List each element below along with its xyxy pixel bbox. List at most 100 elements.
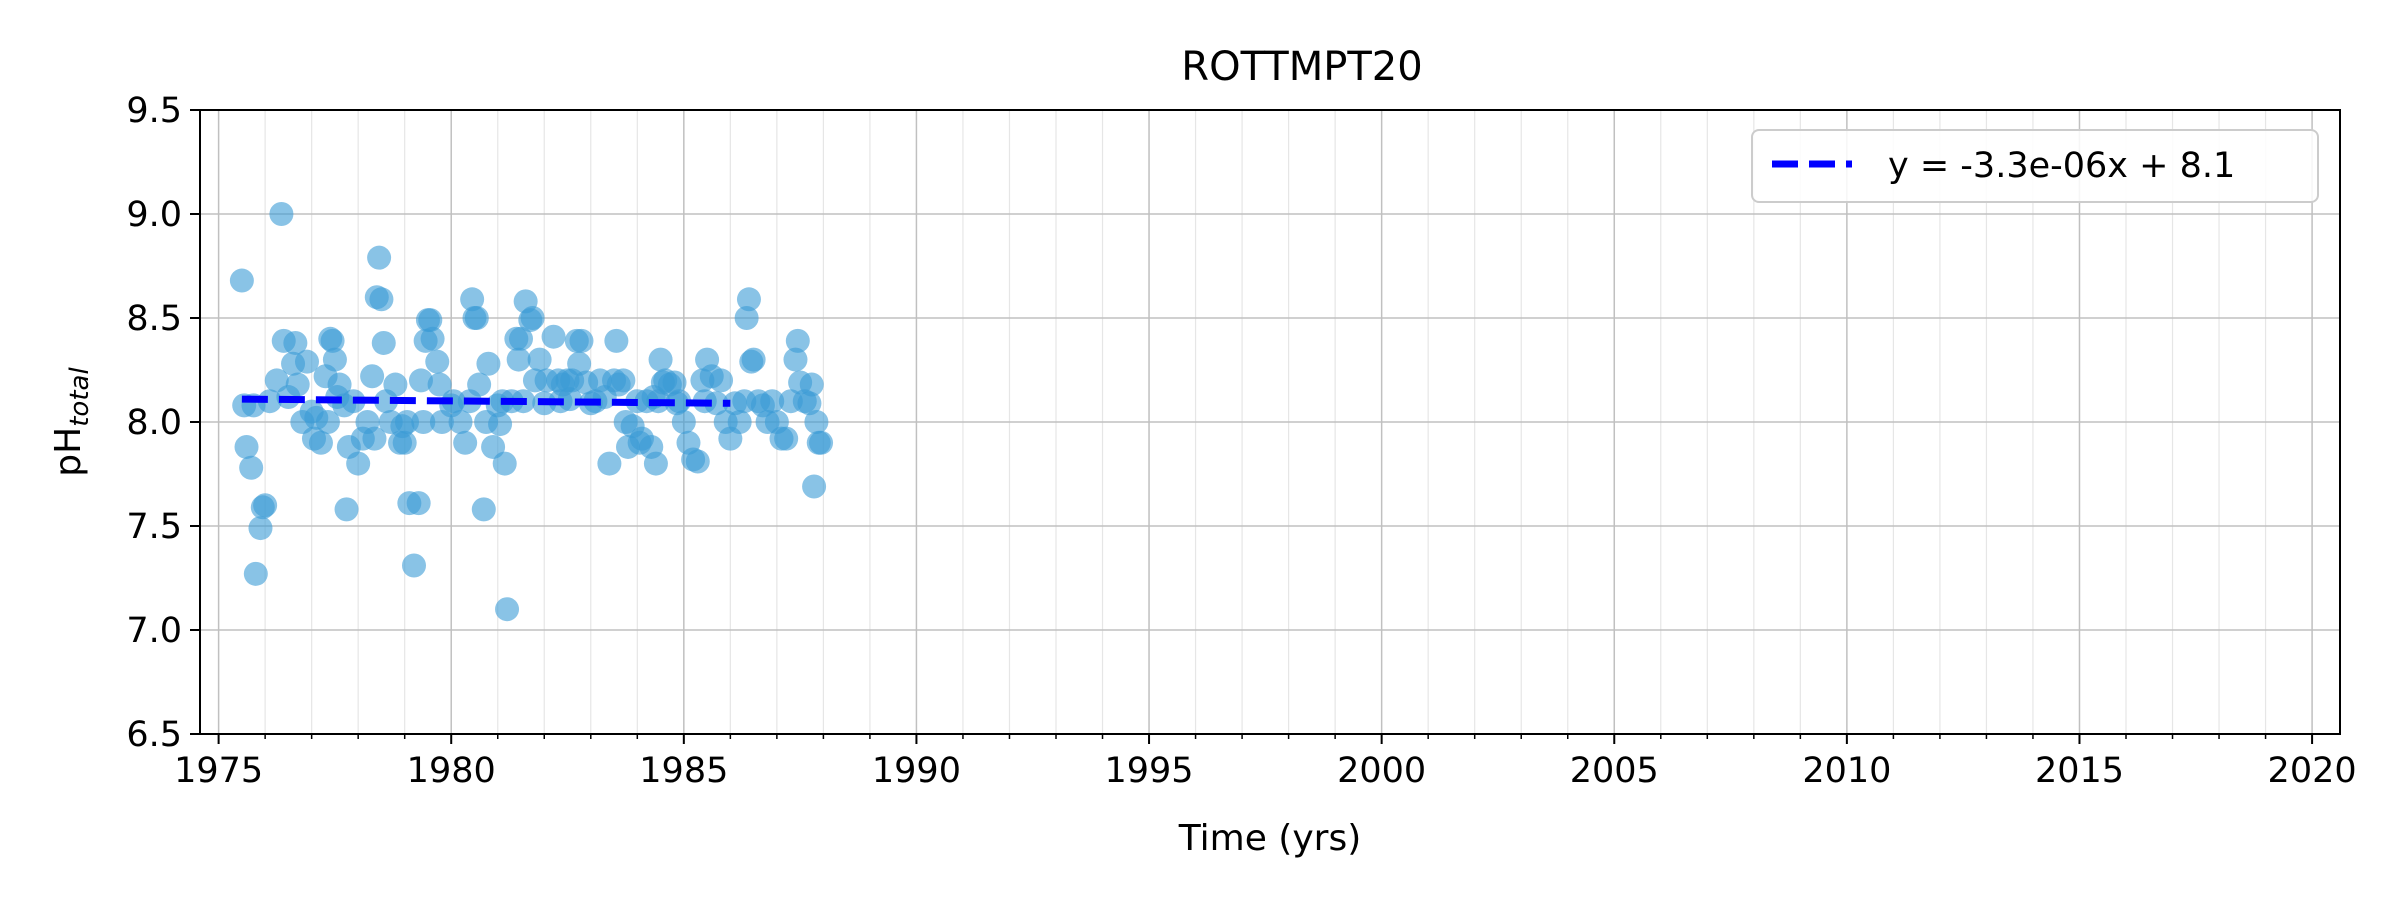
y-axis-label-subscript: total xyxy=(65,367,95,427)
data-point xyxy=(448,410,473,434)
data-point xyxy=(402,553,426,578)
data-point xyxy=(541,324,566,349)
data-point xyxy=(248,516,273,541)
data-point xyxy=(362,426,387,451)
data-point xyxy=(734,306,759,330)
data-point xyxy=(464,306,489,330)
data-point xyxy=(783,347,808,372)
y-tick-label: 7.0 xyxy=(126,611,182,651)
data-point xyxy=(229,268,254,293)
data-point xyxy=(809,430,834,455)
data-point xyxy=(371,330,396,355)
data-point xyxy=(471,497,496,522)
data-point xyxy=(797,391,822,416)
data-point xyxy=(283,330,308,355)
data-point xyxy=(467,372,492,397)
y-tick-label: 8.5 xyxy=(126,299,182,339)
data-point xyxy=(322,347,347,372)
data-point xyxy=(269,202,294,226)
trend-line xyxy=(241,395,731,407)
data-point xyxy=(488,412,513,437)
axis-layer: 1975 1980 1985 1990 1995 2000 2005 2010 2015 2020… xyxy=(126,91,2356,791)
y-tick-label: 9.0 xyxy=(126,195,182,235)
data-point xyxy=(408,368,433,393)
data-point xyxy=(481,434,506,459)
data-point xyxy=(509,326,533,351)
data-point xyxy=(736,287,761,312)
data-point xyxy=(662,370,687,395)
x-tick-label: 1985 xyxy=(639,751,728,791)
data-point xyxy=(476,351,501,376)
data-point xyxy=(295,349,319,374)
grid-layer xyxy=(200,109,2340,735)
data-point xyxy=(425,349,450,374)
data-point xyxy=(643,451,668,476)
x-tick-label: 2015 xyxy=(2035,751,2124,791)
y-axis-label: pHtotal xyxy=(48,367,95,477)
data-point xyxy=(671,410,696,434)
data-point xyxy=(334,497,359,522)
y-axis-label-main: pH xyxy=(48,427,89,477)
data-point xyxy=(427,372,452,397)
y-tick-label: 8.0 xyxy=(126,403,182,443)
data-point xyxy=(367,245,392,270)
x-tick-label: 1995 xyxy=(1105,751,1194,791)
data-point xyxy=(369,287,394,312)
data-point xyxy=(527,347,552,372)
data-point xyxy=(604,328,629,353)
x-tick-label: 2020 xyxy=(2268,751,2357,791)
data-point xyxy=(704,391,729,416)
y-tick-label: 9.5 xyxy=(126,91,182,131)
data-point xyxy=(411,410,436,434)
data-point xyxy=(611,368,636,393)
data-point xyxy=(418,308,443,333)
data-point xyxy=(327,372,352,397)
data-point xyxy=(774,426,799,451)
data-point xyxy=(597,451,622,476)
data-point xyxy=(257,389,282,414)
data-point xyxy=(709,368,734,393)
x-tick-label: 2010 xyxy=(1802,751,1891,791)
y-tick-label: 6.5 xyxy=(126,715,182,755)
data-point xyxy=(264,368,289,393)
legend: y = -3.3e-06x + 8.1 xyxy=(1751,129,2319,203)
data-point xyxy=(492,451,517,476)
data-point xyxy=(234,434,259,459)
data-point xyxy=(420,326,445,351)
x-tick-label: 1975 xyxy=(174,751,263,791)
chart-title: ROTTMPT20 xyxy=(1181,44,1422,90)
data-point xyxy=(802,474,827,499)
data-point xyxy=(667,389,692,414)
data-point xyxy=(392,430,417,455)
data-point xyxy=(239,455,264,480)
data-point xyxy=(804,410,829,434)
y-tick-label: 7.5 xyxy=(126,507,182,547)
data-point xyxy=(727,410,752,434)
data-point xyxy=(506,347,531,372)
legend-trend-label: y = -3.3e-06x + 8.1 xyxy=(1888,146,2235,186)
data-point xyxy=(320,328,345,353)
data-point xyxy=(569,328,594,353)
data-point xyxy=(760,389,785,414)
trend-layer xyxy=(241,395,731,407)
data-point xyxy=(799,372,824,397)
data-point xyxy=(648,347,673,372)
data-point xyxy=(685,449,710,474)
x-tick-label: 1980 xyxy=(407,751,496,791)
data-point xyxy=(360,364,385,389)
data-point xyxy=(741,347,766,372)
data-point xyxy=(243,561,268,586)
x-tick-label: 2005 xyxy=(1570,751,1659,791)
data-point xyxy=(308,430,333,455)
data-point xyxy=(460,287,485,312)
data-point xyxy=(285,372,310,397)
data-point xyxy=(315,410,340,434)
data-point xyxy=(406,491,431,516)
x-axis-label: Time (yrs) xyxy=(1178,818,1362,859)
legend-box xyxy=(1751,129,2319,203)
data-points xyxy=(229,202,834,622)
data-point xyxy=(453,430,478,455)
data-point xyxy=(495,597,520,622)
data-point xyxy=(785,328,810,353)
